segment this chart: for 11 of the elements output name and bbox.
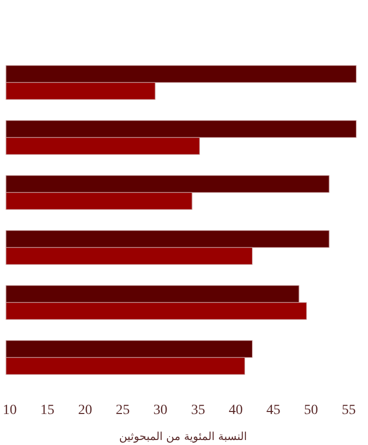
x-tick-label: 40 <box>228 403 243 418</box>
x-tick-label: 30 <box>153 403 168 418</box>
x-tick-label: 15 <box>40 403 54 418</box>
x-tick-label: 35 <box>191 403 206 418</box>
x-tick-label: 10 <box>2 403 17 418</box>
x-axis-title: النسبة المئوية من المبحوثين <box>119 430 247 443</box>
x-tick-label: 45 <box>266 403 280 418</box>
x-tick-label: 20 <box>78 403 92 418</box>
x-tick-label: 55 <box>342 403 356 418</box>
x-tick-label: 25 <box>116 403 130 418</box>
x-tick-label: 50 <box>304 403 318 418</box>
